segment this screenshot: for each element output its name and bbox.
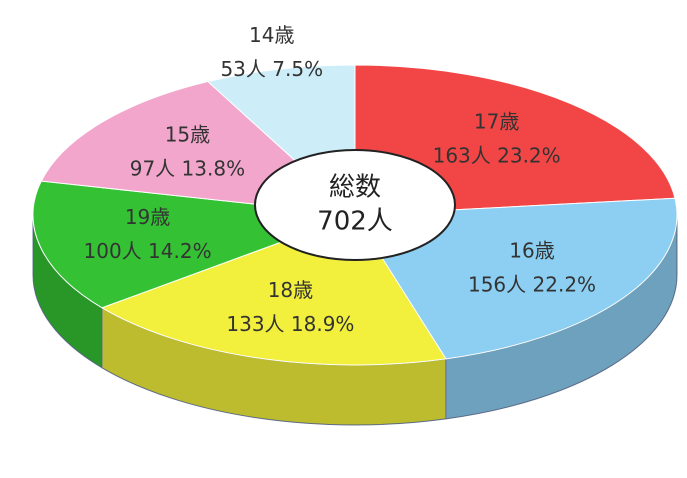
slice-category-label: 18歳 bbox=[268, 278, 313, 302]
slice-value-label: 156人 22.2% bbox=[468, 272, 596, 296]
side-shade bbox=[101, 307, 446, 426]
center-label: 総数 bbox=[329, 173, 381, 203]
side-shade bbox=[445, 215, 677, 419]
slice-value-label: 133人 18.9% bbox=[226, 312, 354, 336]
slice-value-label: 100人 14.2% bbox=[84, 239, 212, 263]
center-badge bbox=[254, 149, 456, 261]
slice-value-label: 53人 7.5% bbox=[220, 57, 323, 81]
pie-labels: 17歳 163人 23.2% 16歳 156人 22.2% 18歳 133人 18.9% 1… bbox=[84, 23, 597, 336]
slice-value-label: 163人 23.2% bbox=[433, 144, 561, 168]
slice-category-label: 15歳 bbox=[165, 123, 210, 147]
slice-category-label: 19歳 bbox=[125, 205, 170, 229]
center-label: 702人 bbox=[317, 207, 393, 237]
side-shade bbox=[32, 215, 102, 368]
slice-value-label: 97人 13.8% bbox=[130, 157, 245, 181]
slice-category-label: 17歳 bbox=[474, 110, 519, 134]
slice-category-label: 14歳 bbox=[249, 23, 294, 47]
slice-category-label: 16歳 bbox=[509, 238, 554, 262]
pie-sides bbox=[32, 214, 678, 426]
